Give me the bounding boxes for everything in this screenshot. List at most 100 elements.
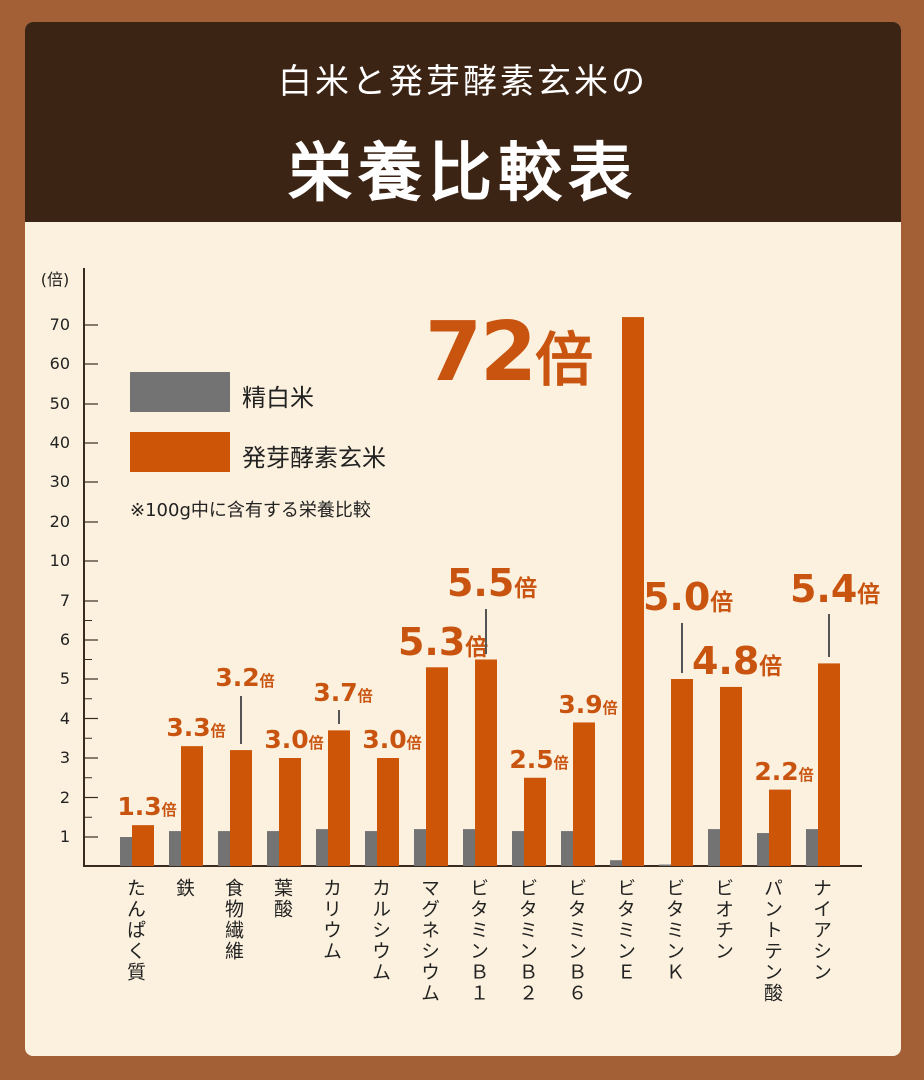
x-tick-label: カルシウム	[369, 878, 391, 983]
data-label-value: 3.3	[166, 713, 211, 743]
x-tick-label: カリウム	[320, 878, 342, 962]
y-tick-label: 10	[49, 551, 70, 570]
title-main: 栄養比較表	[288, 137, 638, 211]
data-label-unit: 倍	[161, 801, 177, 820]
data-label-unit: 倍	[710, 590, 734, 617]
data-label: 3.0倍	[264, 725, 323, 754]
leader-line	[240, 696, 242, 745]
data-label: 3.2倍	[215, 663, 274, 692]
leader-line	[338, 710, 340, 725]
data-label-value: 3.0	[362, 725, 407, 755]
header: 白米と発芽酵素玄米の 栄養比較表	[25, 22, 901, 222]
data-label: 2.2倍	[754, 757, 813, 786]
bar-white-rice	[806, 829, 818, 866]
data-label-value: 5.0	[642, 575, 711, 620]
data-label: 5.3倍	[398, 620, 488, 664]
data-label: 3.9倍	[558, 690, 617, 719]
bar-brown-rice	[475, 659, 497, 866]
bar-white-rice	[757, 833, 769, 866]
bar-brown-rice	[328, 730, 350, 866]
leader-line	[828, 614, 830, 658]
data-label-unit: 倍	[465, 634, 489, 661]
y-tick-label: 6	[59, 630, 70, 649]
data-label-unit: 倍	[210, 722, 226, 741]
data-label-unit: 倍	[259, 672, 275, 691]
data-label: 4.8倍	[692, 639, 782, 683]
legend-swatch-white-rice	[130, 372, 230, 412]
x-tick-label: ビオチン	[712, 878, 734, 962]
data-label: 5.0倍	[643, 575, 733, 619]
data-label-unit: 倍	[535, 326, 593, 394]
y-tick-label: 20	[49, 512, 70, 531]
x-tick-label: ビタミンＥ	[614, 878, 636, 983]
x-tick-label: 鉄	[173, 878, 195, 899]
data-label-value: 3.9	[558, 689, 603, 719]
data-label-value: 5.5	[446, 560, 515, 605]
bar-brown-rice	[279, 758, 301, 866]
y-tick-label: 30	[49, 472, 70, 491]
x-tick-label: ナイアシン	[810, 878, 832, 983]
data-label-unit: 倍	[308, 734, 324, 753]
legend-label-white-rice: 精白米	[242, 384, 314, 412]
data-label: 5.5倍	[447, 561, 537, 605]
bar-brown-rice	[132, 825, 154, 866]
bar-white-rice	[659, 864, 671, 866]
data-label-unit: 倍	[759, 654, 783, 681]
bar-brown-rice	[573, 722, 595, 866]
y-tick-label: 5	[59, 669, 70, 688]
bar-white-rice	[512, 831, 524, 866]
bar-white-rice	[610, 860, 622, 866]
bar-brown-rice	[720, 686, 742, 866]
y-tick-label: 70	[49, 315, 70, 334]
data-label: 72倍	[425, 305, 593, 400]
bar-brown-rice	[622, 317, 644, 867]
infographic-card: 白米と発芽酵素玄米の 栄養比較表	[25, 22, 901, 1056]
bar-white-rice	[169, 831, 181, 866]
data-label-unit: 倍	[406, 734, 422, 753]
bar-white-rice	[316, 829, 328, 866]
x-tick-label: マグネシウム	[418, 878, 440, 1004]
x-tick-label: ビタミンＢ２	[516, 878, 538, 1004]
data-label-value: 3.0	[264, 725, 309, 755]
bar-brown-rice	[230, 750, 252, 866]
y-tick-label: 40	[49, 433, 70, 452]
y-tick-label: 7	[59, 591, 70, 610]
y-tick-label: 50	[49, 394, 70, 413]
leader-line	[485, 608, 487, 654]
data-label: 3.0倍	[362, 725, 421, 754]
legend-swatch-brown-rice	[130, 432, 230, 472]
y-axis-unit: (倍)	[40, 270, 70, 289]
data-label-value: 3.7	[313, 677, 358, 707]
data-label-unit: 倍	[553, 754, 569, 772]
bar-white-rice	[463, 829, 475, 866]
data-label: 5.4倍	[790, 567, 880, 611]
data-label-value: 5.4	[789, 566, 858, 611]
bar-white-rice	[267, 831, 279, 866]
data-label-value: 2.2	[754, 756, 799, 786]
bar-brown-rice	[769, 789, 791, 866]
bar-white-rice	[365, 831, 377, 866]
y-tick-label: 60	[49, 354, 70, 373]
data-label-value: 72	[425, 305, 537, 400]
x-tick-label: たんぱく質	[124, 878, 146, 983]
y-tick-label: 3	[59, 748, 70, 767]
y-tick-label: 4	[59, 708, 70, 728]
data-label-unit: 倍	[514, 575, 538, 602]
data-label: 3.7倍	[313, 678, 372, 707]
x-tick-label: 葉酸	[271, 878, 293, 920]
y-tick-label: 1	[59, 827, 70, 846]
data-label-unit: 倍	[857, 581, 881, 608]
bar-brown-rice	[426, 667, 448, 866]
bar-white-rice	[708, 829, 720, 866]
data-label: 2.5倍	[509, 745, 568, 774]
data-label-unit: 倍	[798, 765, 814, 784]
data-label-value: 5.3	[397, 619, 466, 664]
data-label-unit: 倍	[602, 698, 618, 717]
data-label-value: 4.8	[691, 639, 760, 684]
data-label-value: 2.5	[509, 745, 554, 774]
data-label-value: 3.2	[215, 663, 260, 693]
leader-line	[681, 623, 683, 673]
bar-white-rice	[120, 837, 132, 866]
